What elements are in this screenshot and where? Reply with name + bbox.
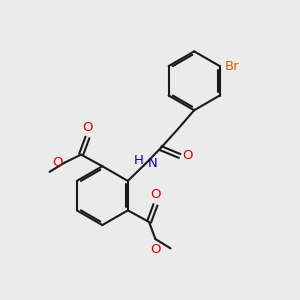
Text: O: O [82, 121, 93, 134]
Text: N: N [148, 157, 158, 170]
Text: H: H [134, 154, 144, 167]
Text: O: O [52, 156, 62, 169]
Text: O: O [150, 243, 161, 256]
Text: O: O [182, 149, 193, 163]
Text: O: O [150, 188, 161, 201]
Text: Br: Br [225, 60, 240, 73]
